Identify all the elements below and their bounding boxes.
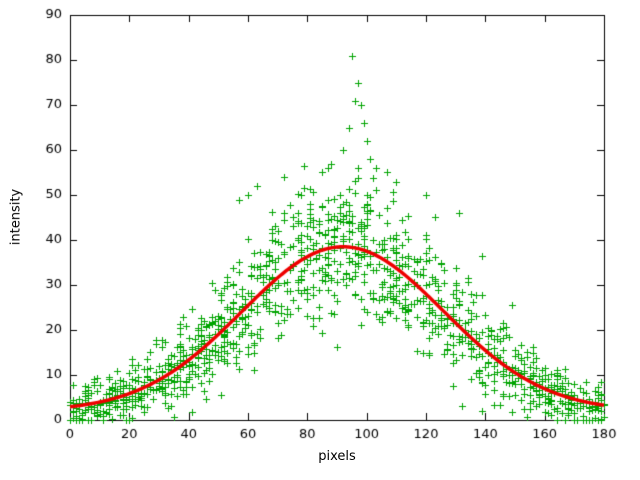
y-axis-label: intensity <box>8 188 24 246</box>
x-axis-label: pixels <box>318 449 356 464</box>
